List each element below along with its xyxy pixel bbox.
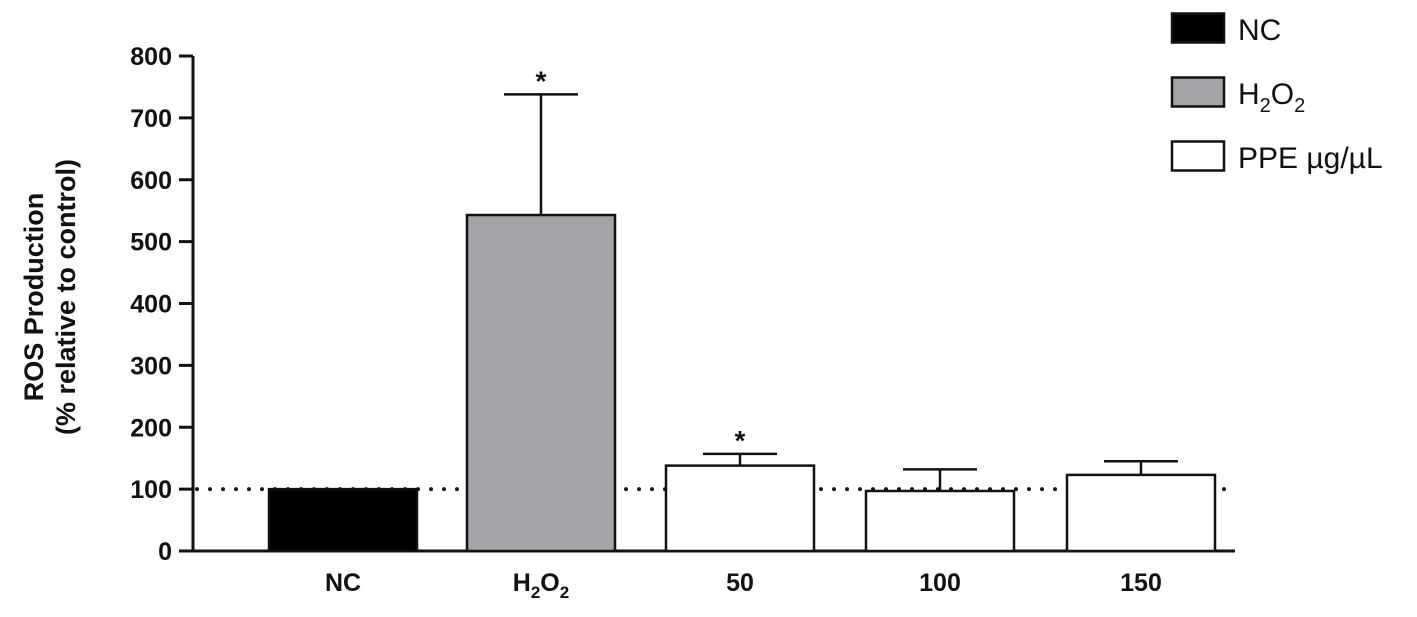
y-tick-label-800: 800 (130, 43, 172, 71)
x-tick-label-H2O2: H2O2 (513, 569, 569, 602)
y-tick-label-500: 500 (130, 229, 172, 257)
y-tick-label-300: 300 (130, 352, 172, 380)
significance-marker-H2O2: * (536, 65, 547, 96)
legend-swatch-2 (1170, 140, 1226, 172)
bar-150 (1065, 473, 1217, 553)
bar-NC (267, 487, 419, 553)
y-axis-title: ROS Production (% relative to control) (19, 159, 81, 435)
y-tick-label-200: 200 (130, 414, 172, 442)
y-axis-title-line2: (% relative to control) (51, 159, 81, 435)
legend-label-2: PPE µg/µL (1238, 142, 1383, 175)
legend: NC H2O2 PPE µg/µL (1170, 12, 1383, 175)
bar-50 (664, 464, 816, 553)
y-tick-label-0: 0 (158, 538, 172, 566)
x-tick-label-100: 100 (919, 569, 961, 597)
legend-label-0: NC (1238, 14, 1281, 47)
legend-swatch-0 (1170, 12, 1226, 44)
legend-swatch-1 (1170, 76, 1226, 108)
error-bars: ** (504, 65, 1178, 491)
bar-100 (864, 489, 1016, 553)
x-tick-label-150: 150 (1120, 569, 1162, 597)
category-labels: NC H2O2 50 100 150 (325, 569, 1162, 602)
bars (267, 213, 1217, 553)
y-tick-label-700: 700 (130, 105, 172, 133)
y-axis-title-line1: ROS Production (19, 193, 49, 402)
significance-marker-50: * (735, 425, 746, 456)
x-tick-label-50: 50 (726, 569, 754, 597)
y-tick-label-600: 600 (130, 167, 172, 195)
y-tick-label-100: 100 (130, 476, 172, 504)
bar-H2O2 (465, 213, 617, 553)
x-tick-label-NC: NC (325, 569, 361, 597)
legend-label-1: H2O2 (1238, 78, 1305, 117)
y-tick-label-400: 400 (130, 291, 172, 319)
